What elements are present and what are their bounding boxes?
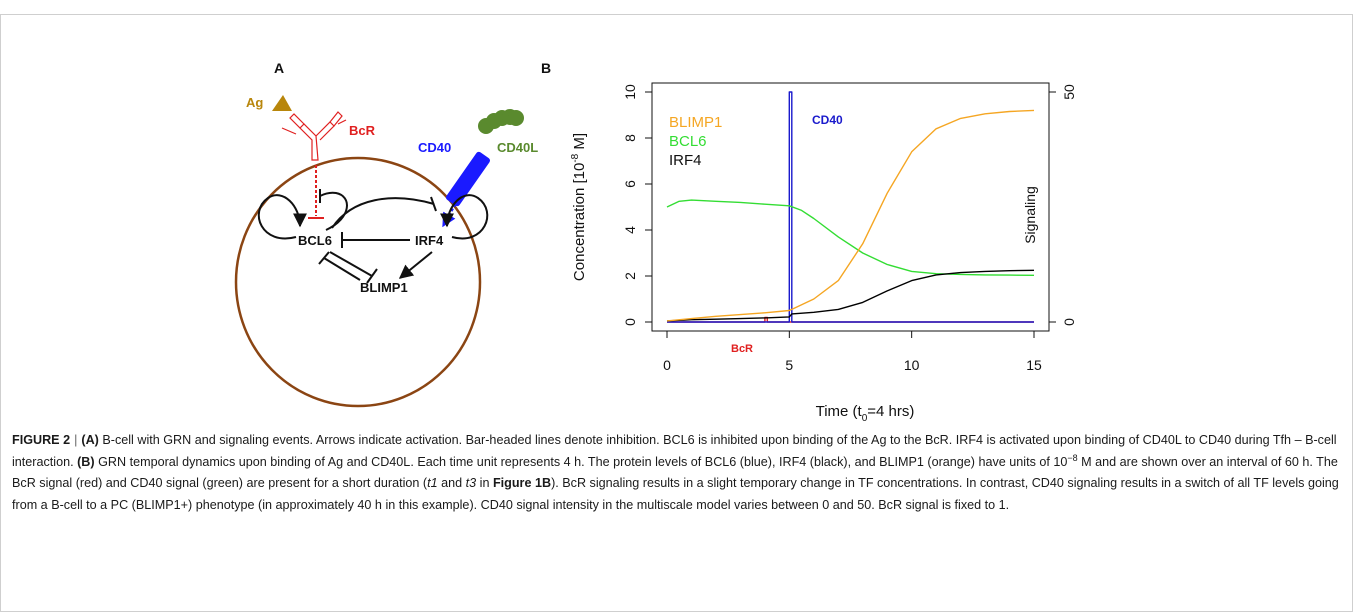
legend-blimp1: BLIMP1 [669,114,722,131]
bcl6-inhibition-loop [319,191,348,231]
x-axis: 0 5 10 15 [663,331,1042,373]
blimp1-bcl6-inhibition-bar [318,251,330,265]
figure-graphic: A Ag BcR CD40 CD40L [234,60,1077,424]
plot-frame [651,82,1050,332]
y-axis-label: Concentration [10-8 M] [570,133,588,281]
legend-bcl6: BCL6 [669,133,707,150]
x-tick-label: 10 [904,357,920,373]
y-tick-label: 6 [622,180,638,188]
cd40-annotation: CD40 [812,113,843,127]
x-tick-label: 15 [1026,357,1042,373]
bcr-annotation: BcR [731,343,753,355]
series-bcl6-line [666,199,1035,276]
y-axis: 0 2 4 6 8 10 [622,84,652,326]
caption-figure-label: FIGURE 2 [12,433,71,447]
caption-part2: GRN temporal dynamics upon binding of Ag… [94,454,1068,469]
panel-b: B 0 2 4 6 8 10 0 50 0 5 10 15 Concentration [10-8… [541,60,1077,424]
x-tick-label: 0 [663,357,671,373]
node-irf4: IRF4 [415,233,444,248]
figure-frame [0,14,1353,612]
caption-t3: t3 [465,476,477,490]
panel-a-label: A [274,60,284,76]
legend: BLIMP1 BCL6 IRF4 [669,114,722,169]
series-irf4-line [666,269,1035,322]
bcl6-blimp1-inhibition-bar [366,268,378,284]
cell-membrane [234,156,482,408]
panel-b-label: B [541,60,551,76]
legend-irf4: IRF4 [669,152,702,169]
y-tick-label: 4 [622,226,638,234]
irf4-blimp1-activation [398,251,433,279]
node-bcl6: BCL6 [298,233,332,248]
y2-axis-label: Signaling [1022,186,1038,244]
bcl6-blimp1-inhibition [329,251,373,277]
bcr-label: BcR [349,123,376,138]
caption-and: and [437,476,466,490]
series-blimp1-line [666,109,1035,322]
caption-part4: ). BcR signaling results in a slight tem… [12,476,1339,512]
blimp1-bcl6-inhibition [323,257,361,281]
cd40-receptor-icon [445,151,491,207]
figure-caption: FIGURE 2 | (A) B-cell with GRN and signali… [12,430,1347,516]
ag-label: Ag [246,95,263,110]
series-cd40-line [667,91,1034,323]
cd40l-ligand-icon [478,109,524,134]
y-tick-label: 10 [622,84,638,100]
y2-tick-label: 50 [1061,84,1077,100]
x-tick-label: 5 [785,357,793,373]
caption-in: in [476,476,493,490]
caption-separator: | [74,433,78,447]
bcl6-self-loop [257,194,307,240]
caption-a-label: (A) [81,433,99,447]
y-tick-label: 2 [622,272,638,280]
y2-axis: 0 50 [1049,84,1077,326]
bcl6-irf4-inhibition [331,197,435,229]
y2-tick-label: 0 [1061,318,1077,326]
panel-a: A Ag BcR CD40 CD40L [234,60,538,408]
series-layer [666,91,1035,323]
y-tick-label: 0 [622,318,638,326]
x-axis-label: Time (t0=4 hrs) [816,403,915,424]
caption-figure-ref: Figure 1B [492,476,552,490]
irf4-self-loop [440,194,489,240]
bcr-receptor-icon [281,111,347,161]
cd40-label: CD40 [418,140,451,155]
bcl6-irf4-inhibition-bar [430,196,437,212]
node-blimp1: BLIMP1 [360,280,408,295]
antigen-triangle-icon [272,95,292,111]
caption-part1: B-cell with GRN and signaling events. Ar… [12,433,1337,469]
caption-b-label: (B) [77,454,95,469]
y-tick-label: 8 [622,134,638,142]
caption-t1: t1 [427,476,438,490]
cd40l-label: CD40L [497,140,538,155]
caption-part3: M and are shown over an interval of 60 h… [12,454,1338,491]
caption-unit-exponent: −8 [1067,452,1078,463]
